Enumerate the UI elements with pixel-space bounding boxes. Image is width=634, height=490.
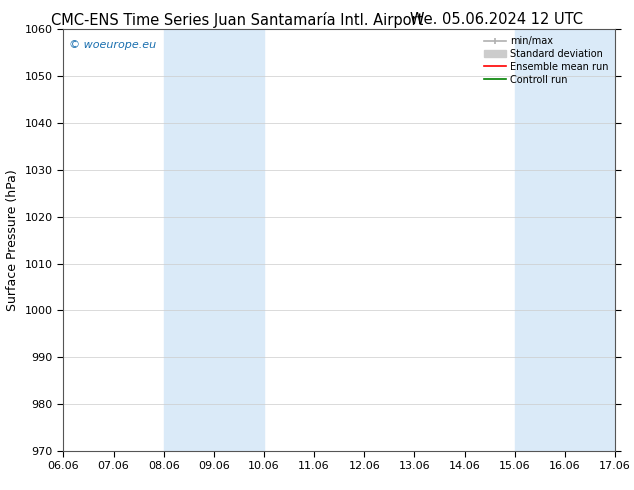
Y-axis label: Surface Pressure (hPa): Surface Pressure (hPa) (6, 169, 19, 311)
Text: We. 05.06.2024 12 UTC: We. 05.06.2024 12 UTC (410, 12, 583, 27)
Bar (515, 29, 615, 451)
Bar (164, 29, 264, 451)
Text: CMC-ENS Time Series Juan Santamaría Intl. Airport: CMC-ENS Time Series Juan Santamaría Intl… (51, 12, 423, 28)
Legend: min/max, Standard deviation, Ensemble mean run, Controll run: min/max, Standard deviation, Ensemble me… (482, 34, 610, 87)
Text: © woeurope.eu: © woeurope.eu (69, 40, 156, 50)
